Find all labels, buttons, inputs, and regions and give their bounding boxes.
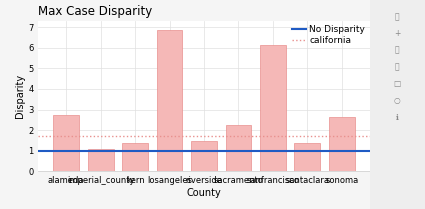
Text: ⌕: ⌕ bbox=[395, 46, 399, 55]
Text: ⛽: ⛽ bbox=[395, 12, 399, 21]
Bar bbox=[88, 149, 113, 171]
Bar bbox=[295, 143, 320, 171]
Text: □: □ bbox=[394, 79, 401, 88]
Bar bbox=[157, 30, 182, 171]
Text: ○: ○ bbox=[394, 96, 401, 105]
Bar bbox=[122, 143, 148, 171]
Y-axis label: Disparity: Disparity bbox=[15, 74, 25, 118]
Bar bbox=[226, 125, 251, 171]
Text: ⌖: ⌖ bbox=[395, 62, 399, 71]
Bar bbox=[329, 117, 355, 171]
Text: Max Case Disparity: Max Case Disparity bbox=[38, 5, 153, 18]
Bar bbox=[53, 115, 79, 171]
Bar bbox=[191, 141, 217, 171]
Legend: No Disparity, california: No Disparity, california bbox=[292, 25, 365, 45]
Text: +: + bbox=[394, 29, 400, 38]
Bar bbox=[260, 45, 286, 171]
Text: ℹ: ℹ bbox=[396, 112, 399, 122]
X-axis label: County: County bbox=[187, 188, 221, 198]
